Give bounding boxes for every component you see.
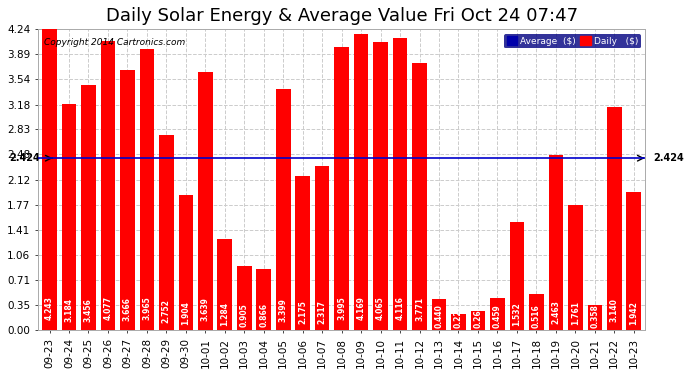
Text: 4.243: 4.243 — [45, 296, 54, 320]
Text: 3.456: 3.456 — [84, 298, 93, 321]
Bar — [198, 72, 213, 330]
Bar — [101, 41, 115, 330]
Text: 3.639: 3.639 — [201, 297, 210, 321]
Bar — [587, 305, 602, 330]
Bar — [607, 107, 622, 330]
Legend: Average  ($), Daily   ($): Average ($), Daily ($) — [504, 34, 641, 48]
Text: 1.904: 1.904 — [181, 301, 190, 325]
Text: 2.317: 2.317 — [317, 300, 326, 324]
Bar — [568, 205, 582, 330]
Bar — [412, 63, 427, 330]
Bar — [490, 298, 505, 330]
Text: 0.228: 0.228 — [454, 304, 463, 328]
Text: 3.965: 3.965 — [142, 297, 151, 320]
Bar — [354, 34, 368, 330]
Text: 1.284: 1.284 — [220, 302, 229, 326]
Bar — [315, 166, 329, 330]
Bar — [81, 85, 96, 330]
Text: 4.077: 4.077 — [104, 296, 112, 320]
Text: 2.175: 2.175 — [298, 300, 307, 324]
Text: 0.358: 0.358 — [591, 304, 600, 328]
Bar — [139, 49, 154, 330]
Bar — [432, 299, 446, 330]
Text: 0.440: 0.440 — [435, 304, 444, 328]
Text: 0.905: 0.905 — [239, 303, 249, 327]
Title: Daily Solar Energy & Average Value Fri Oct 24 07:47: Daily Solar Energy & Average Value Fri O… — [106, 7, 578, 25]
Bar — [276, 89, 290, 330]
Bar — [42, 29, 57, 330]
Text: 0.516: 0.516 — [532, 304, 541, 328]
Text: 4.116: 4.116 — [395, 296, 404, 320]
Bar — [159, 135, 174, 330]
Bar — [237, 266, 252, 330]
Bar — [179, 195, 193, 330]
Bar — [217, 239, 232, 330]
Bar — [61, 104, 77, 330]
Text: 4.169: 4.169 — [357, 296, 366, 320]
Bar — [549, 155, 563, 330]
Bar — [295, 176, 310, 330]
Text: 4.065: 4.065 — [376, 297, 385, 320]
Text: 3.771: 3.771 — [415, 297, 424, 321]
Bar — [529, 294, 544, 330]
Bar — [451, 314, 466, 330]
Bar — [257, 269, 271, 330]
Text: 1.942: 1.942 — [629, 301, 638, 325]
Bar — [335, 46, 349, 330]
Bar — [393, 38, 407, 330]
Text: 2.424: 2.424 — [653, 153, 684, 163]
Text: 0.866: 0.866 — [259, 303, 268, 327]
Text: 3.140: 3.140 — [610, 298, 619, 322]
Text: 0.459: 0.459 — [493, 304, 502, 328]
Text: 3.399: 3.399 — [279, 298, 288, 322]
Text: 1.532: 1.532 — [513, 302, 522, 326]
Text: 0.266: 0.266 — [473, 304, 482, 328]
Text: 3.184: 3.184 — [64, 298, 74, 322]
Text: 2.424: 2.424 — [9, 153, 40, 163]
Text: Copyright 2014 Cartronics.com: Copyright 2014 Cartronics.com — [44, 38, 185, 47]
Text: 2.463: 2.463 — [551, 300, 560, 324]
Bar — [627, 192, 641, 330]
Bar — [373, 42, 388, 330]
Bar — [510, 222, 524, 330]
Bar — [471, 311, 485, 330]
Text: 1.761: 1.761 — [571, 301, 580, 325]
Bar — [120, 70, 135, 330]
Text: 3.666: 3.666 — [123, 297, 132, 321]
Text: 2.752: 2.752 — [162, 299, 171, 323]
Text: 3.995: 3.995 — [337, 297, 346, 320]
